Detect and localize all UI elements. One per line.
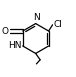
Text: Cl: Cl [53,20,62,29]
Text: N: N [33,13,39,22]
Text: O: O [2,27,9,35]
Text: HN: HN [9,42,22,50]
